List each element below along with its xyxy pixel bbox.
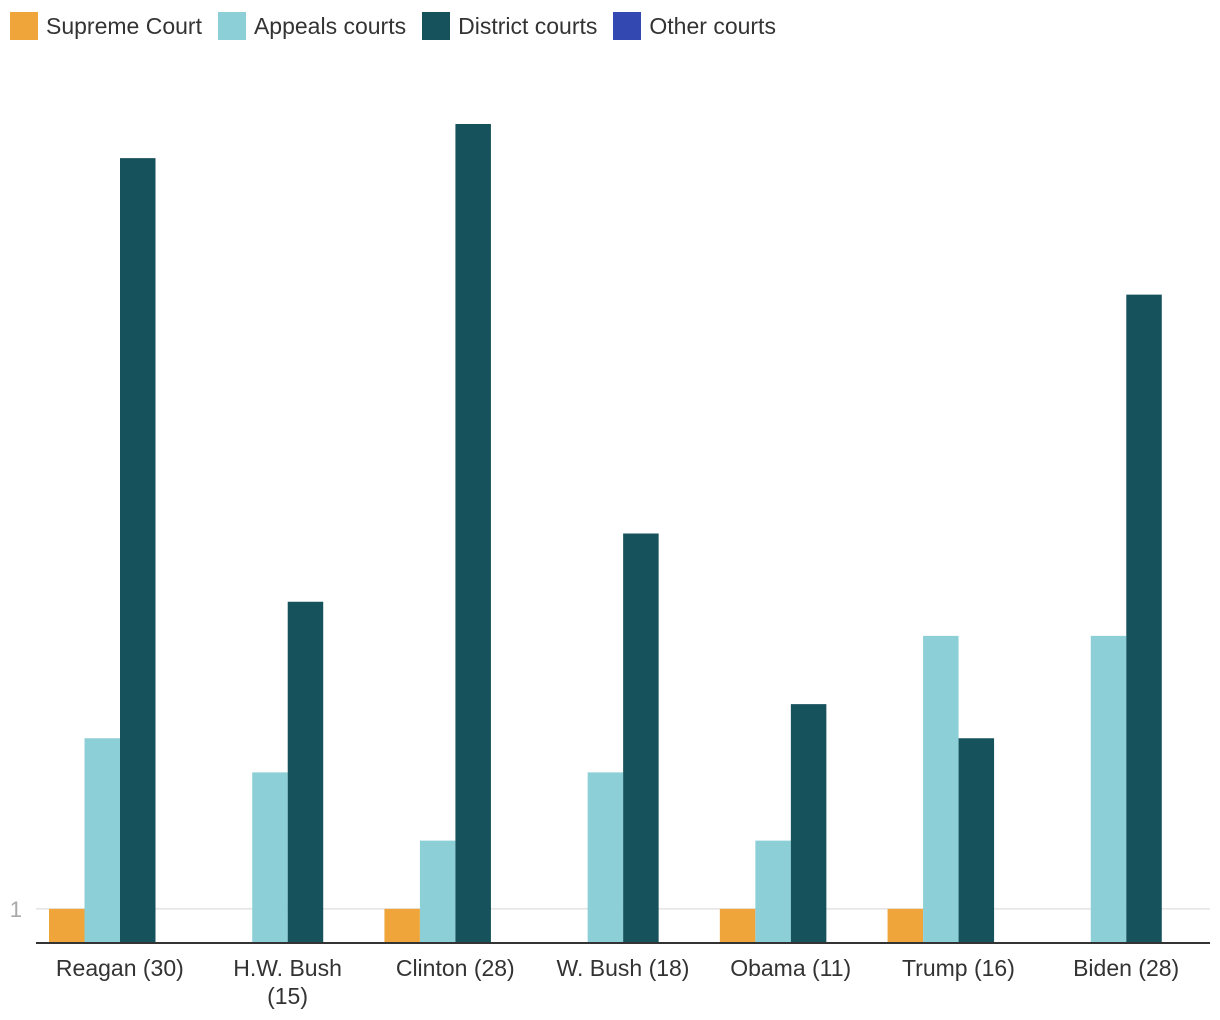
bar-supreme-court-5[interactable] [887, 908, 924, 943]
bar-appeals-courts-3[interactable] [587, 772, 624, 943]
legend-item-other-courts[interactable]: Other courts [613, 12, 776, 40]
legend-label-other-courts: Other courts [649, 12, 776, 39]
legend-item-district-courts[interactable]: District courts [422, 12, 597, 40]
x-tick-label: Clinton (28) [396, 955, 515, 981]
bar-appeals-courts-1[interactable] [252, 772, 288, 943]
legend-swatch-other-courts [613, 12, 642, 40]
legend-swatch-supreme-court [10, 12, 38, 40]
bar-supreme-court-0[interactable] [49, 908, 85, 943]
x-tick-label: Trump (16) [902, 955, 1015, 981]
x-tick-label: Obama (11) [730, 955, 851, 981]
bar-supreme-court-4[interactable] [719, 908, 756, 943]
bar-district-courts-2[interactable] [455, 124, 491, 943]
bar-district-courts-5[interactable] [958, 738, 995, 943]
legend-item-supreme-court[interactable]: Supreme Court [10, 12, 202, 40]
bar-appeals-courts-2[interactable] [419, 840, 456, 943]
bar-district-courts-6[interactable] [1126, 294, 1162, 943]
legend-label-appeals-courts: Appeals courts [253, 12, 407, 39]
legend-label-district-courts: District courts [458, 12, 598, 39]
bar-appeals-courts-4[interactable] [755, 840, 791, 943]
x-tick-label: H.W. Bush (15) [233, 955, 342, 1009]
legend-swatch-district-courts [422, 12, 451, 40]
y-tick-label: 1 [10, 897, 22, 922]
legend-swatch-appeals-courts [217, 12, 246, 40]
bar-district-courts-3[interactable] [623, 533, 659, 944]
bar-appeals-courts-6[interactable] [1090, 635, 1127, 943]
x-tick-label: Reagan (30) [56, 955, 184, 981]
bar-district-courts-1[interactable] [287, 601, 324, 943]
legend-label-supreme-court: Supreme Court [46, 12, 202, 39]
bar-supreme-court-2[interactable] [384, 908, 420, 943]
bar-appeals-courts-0[interactable] [84, 738, 121, 943]
bar-appeals-courts-5[interactable] [923, 635, 959, 943]
legend: Supreme Court Appeals courts District co… [10, 10, 792, 42]
bar-district-courts-4[interactable] [790, 704, 827, 943]
x-tick-label: Biden (28) [1073, 955, 1179, 981]
bar-district-courts-0[interactable] [120, 158, 156, 943]
x-tick-label: W. Bush (18) [557, 955, 690, 981]
legend-item-appeals-courts[interactable]: Appeals courts [217, 12, 407, 40]
